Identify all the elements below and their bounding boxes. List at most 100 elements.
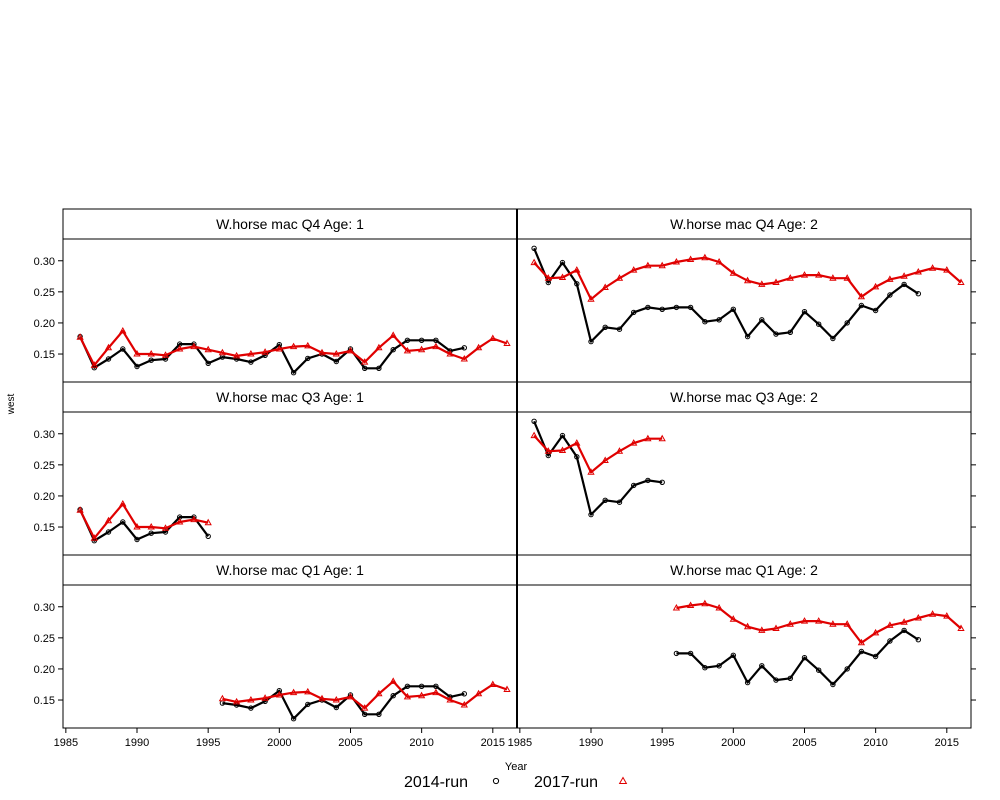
point-2017-run-2001 <box>289 342 298 350</box>
point-2017-run-1995 <box>658 434 666 442</box>
point-2017-run-2011 <box>432 342 440 350</box>
point-2014-run-2008 <box>390 693 396 699</box>
point-2014-run-1998 <box>702 665 708 671</box>
panel-3: W.horse mac Q3 Age: 1 <box>62 381 518 544</box>
point-2017-run-2015 <box>489 334 497 341</box>
point-2017-run-1991 <box>601 283 609 290</box>
point-2014-run-2004 <box>333 704 339 711</box>
x-tick-label: 2005 <box>792 737 816 749</box>
point-2014-run-1986 <box>531 418 537 424</box>
point-2014-run-1986 <box>531 245 537 252</box>
point-2017-run-2003 <box>318 694 326 702</box>
point-2014-run-1991 <box>602 324 608 330</box>
series-line-2014-run <box>79 509 210 542</box>
point-2017-run-2002 <box>304 341 312 349</box>
point-2014-run-2001 <box>744 333 751 340</box>
point-2014-run-1992 <box>616 499 623 505</box>
point-2017-run-2007 <box>375 343 383 351</box>
point-2014-run-2010 <box>872 307 879 314</box>
point-2017-run-1999 <box>715 603 723 611</box>
series-line-2014-run <box>533 420 663 516</box>
point-2017-run-2009 <box>403 346 412 354</box>
point-2017-run-1987 <box>90 361 98 368</box>
point-2014-run-1995 <box>659 306 665 312</box>
point-2017-run-1987 <box>544 447 552 454</box>
point-2014-run-2005 <box>801 655 808 661</box>
point-2017-run-2004 <box>786 274 794 281</box>
point-2017-run-1995 <box>658 261 666 269</box>
point-2017-run-2005 <box>346 346 355 354</box>
point-2017-run-2008 <box>843 620 851 627</box>
point-2014-run-1999 <box>716 317 722 323</box>
point-2017-run-1989 <box>573 266 581 273</box>
point-2017-run-2015 <box>943 612 951 619</box>
series-line-2017-run <box>79 329 508 367</box>
point-2014-run-1999 <box>716 663 722 669</box>
point-2017-run-1997 <box>686 601 695 608</box>
x-tick-label: 2010 <box>409 737 433 749</box>
point-2017-run-1986 <box>530 258 538 266</box>
point-2017-run-2011 <box>432 688 440 696</box>
point-2014-run-1995 <box>205 360 211 366</box>
panels-layer: W.horse mac Q4 Age: 1 W.horse mac Q4 Age:… <box>62 208 972 722</box>
panel-title: W.horse mac Q3 Age: 1 <box>216 389 364 405</box>
point-2017-run-1986 <box>530 431 538 439</box>
point-2017-run-1993 <box>630 266 638 273</box>
point-2014-run-1989 <box>574 454 580 460</box>
panel-title: W.horse mac Q1 Age: 2 <box>670 562 818 578</box>
point-2014-run-2006 <box>362 365 368 371</box>
point-2014-run-1989 <box>120 346 126 352</box>
series-line-2014-run <box>533 247 919 343</box>
point-2014-run-1996 <box>673 650 680 657</box>
point-2017-run-2015 <box>489 680 497 687</box>
point-2017-run-2000 <box>275 690 283 698</box>
point-2017-run-2008 <box>389 331 397 338</box>
point-2017-run-2015 <box>943 266 951 273</box>
panel-title: W.horse mac Q1 Age: 1 <box>216 562 364 578</box>
y-tick-label: 0.30 <box>34 429 55 441</box>
y-tick-label: 0.15 <box>34 349 55 361</box>
point-2017-run-2012 <box>446 349 454 357</box>
point-2017-run-1992 <box>615 274 624 281</box>
point-2017-run-1997 <box>232 697 241 705</box>
point-2017-run-1990 <box>133 349 141 357</box>
point-2017-run-2016 <box>503 339 511 346</box>
series-line-2017-run <box>79 502 209 540</box>
point-2017-run-1991 <box>147 522 155 530</box>
x-tick-label: 1985 <box>54 737 78 749</box>
series-line-2014-run <box>676 629 919 686</box>
legend: 2014-run 2017-run <box>404 774 628 791</box>
y-tick-label: 0.25 <box>34 460 55 472</box>
point-2017-run-2010 <box>417 691 426 699</box>
point-2017-run-1996 <box>672 257 681 265</box>
x-tick-label: 1990 <box>579 737 603 749</box>
point-2017-run-1989 <box>119 326 127 334</box>
point-2014-run-1998 <box>248 359 254 365</box>
point-2014-run-2009 <box>858 302 865 309</box>
point-2017-run-2004 <box>332 349 340 357</box>
panel-strip <box>62 554 518 586</box>
point-2017-run-2006 <box>815 271 823 278</box>
point-2014-run-2006 <box>816 321 822 327</box>
point-2017-run-1997 <box>232 351 241 359</box>
point-2014-run-1997 <box>687 650 694 657</box>
point-2017-run-1998 <box>247 349 255 357</box>
y-tick-label: 0.25 <box>34 287 55 299</box>
point-2014-run-1991 <box>148 357 154 363</box>
point-2014-run-2004 <box>787 675 793 681</box>
panel-4: W.horse mac Q3 Age: 2 <box>516 381 972 518</box>
point-2014-run-1998 <box>702 319 708 325</box>
point-2017-run-1995 <box>204 345 212 353</box>
point-2017-run-1987 <box>544 274 552 281</box>
point-2017-run-2010 <box>871 628 880 636</box>
y-tick-label: 0.15 <box>34 522 55 534</box>
point-2014-run-2012 <box>901 627 907 634</box>
point-2017-run-2003 <box>772 624 780 631</box>
point-2014-run-2002 <box>759 663 765 669</box>
y-tick-label: 0.25 <box>34 633 55 645</box>
point-2017-run-2000 <box>729 269 737 276</box>
point-2017-run-1991 <box>601 456 609 463</box>
point-2014-run-1997 <box>687 304 694 311</box>
point-2017-run-2001 <box>743 276 752 284</box>
